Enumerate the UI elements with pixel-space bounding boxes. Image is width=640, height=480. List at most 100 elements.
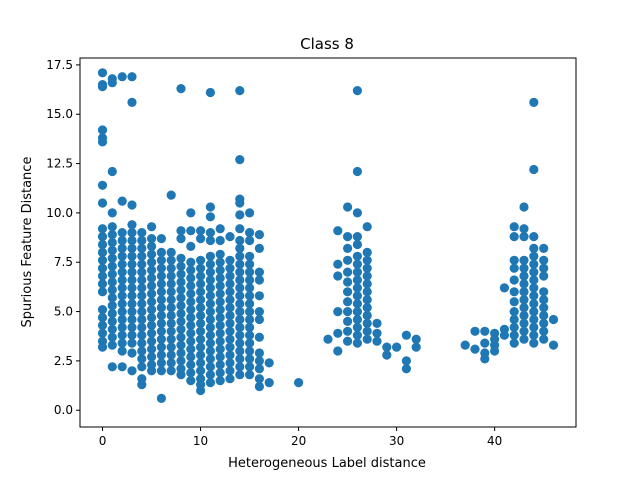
data-point (196, 342, 206, 352)
data-point (176, 370, 186, 380)
data-point (196, 226, 206, 236)
x-tick-label: 20 (291, 434, 306, 448)
data-point (117, 243, 127, 253)
data-point (186, 344, 196, 354)
data-point (401, 364, 411, 374)
data-point (107, 222, 117, 232)
data-point (529, 275, 539, 285)
data-point (519, 334, 529, 344)
data-point (137, 259, 147, 269)
data-point (235, 291, 245, 301)
data-point (97, 342, 108, 352)
data-point (166, 190, 176, 200)
data-point (156, 310, 166, 321)
data-point (107, 208, 117, 218)
data-point (470, 326, 480, 336)
data-point (205, 362, 215, 372)
data-point (215, 273, 225, 283)
data-point (235, 299, 245, 309)
data-point (509, 275, 519, 285)
data-point (362, 271, 372, 281)
data-point (147, 352, 157, 362)
data-point (215, 368, 225, 378)
data-point (509, 297, 519, 307)
data-point (539, 334, 549, 344)
data-point (529, 251, 539, 261)
data-point (480, 338, 490, 348)
data-point (235, 275, 245, 285)
data-point (186, 305, 196, 315)
data-point (519, 224, 529, 234)
data-point (117, 251, 127, 261)
data-point (97, 224, 108, 234)
data-point (352, 232, 362, 242)
data-point (245, 346, 255, 356)
data-point (509, 222, 519, 232)
data-point (97, 255, 108, 265)
data-point (225, 279, 235, 289)
data-point (333, 346, 343, 356)
data-point (166, 263, 176, 273)
data-point (529, 307, 539, 317)
data-point (205, 228, 215, 238)
data-point (127, 97, 137, 107)
data-point (215, 305, 225, 315)
data-point (539, 263, 549, 273)
data-point (254, 381, 264, 392)
data-point (205, 283, 215, 293)
data-point (215, 360, 225, 370)
data-point (166, 303, 176, 313)
data-point (245, 322, 255, 332)
data-point (147, 320, 157, 330)
data-point (205, 87, 215, 98)
data-point (156, 358, 166, 368)
data-point (117, 314, 127, 325)
data-point (509, 287, 519, 297)
data-point (225, 326, 235, 336)
data-point (254, 291, 264, 301)
data-point (343, 326, 353, 336)
data-point (166, 295, 176, 305)
data-point (343, 277, 353, 287)
data-point (97, 320, 108, 330)
data-point (529, 291, 539, 301)
data-point (107, 277, 117, 287)
data-point (509, 232, 519, 242)
data-point (156, 318, 166, 328)
data-point (470, 344, 480, 354)
data-point (245, 370, 255, 380)
data-point (107, 324, 117, 334)
data-point (127, 267, 137, 277)
data-point (382, 342, 392, 352)
data-point (137, 235, 147, 246)
data-point (362, 247, 372, 257)
data-point (137, 243, 147, 253)
data-point (117, 196, 127, 206)
data-point (548, 340, 559, 350)
data-point (509, 330, 519, 340)
data-point (215, 328, 225, 338)
data-point (245, 235, 255, 246)
data-point (186, 265, 196, 275)
data-point (137, 330, 147, 340)
data-point (97, 198, 108, 208)
data-point (97, 232, 108, 242)
data-point (509, 255, 519, 265)
data-point (333, 307, 343, 317)
data-point (186, 297, 196, 307)
data-point (225, 366, 235, 376)
data-point (254, 374, 264, 384)
data-point (362, 287, 372, 297)
data-point (117, 228, 127, 238)
data-point (176, 253, 186, 263)
data-point (196, 318, 206, 328)
data-point (529, 164, 539, 175)
data-point (196, 334, 206, 344)
data-point (127, 220, 137, 230)
data-point (362, 318, 372, 328)
data-point (117, 283, 127, 293)
data-point (147, 344, 157, 354)
data-point (166, 271, 176, 281)
data-point (519, 318, 529, 328)
data-point (254, 267, 264, 277)
